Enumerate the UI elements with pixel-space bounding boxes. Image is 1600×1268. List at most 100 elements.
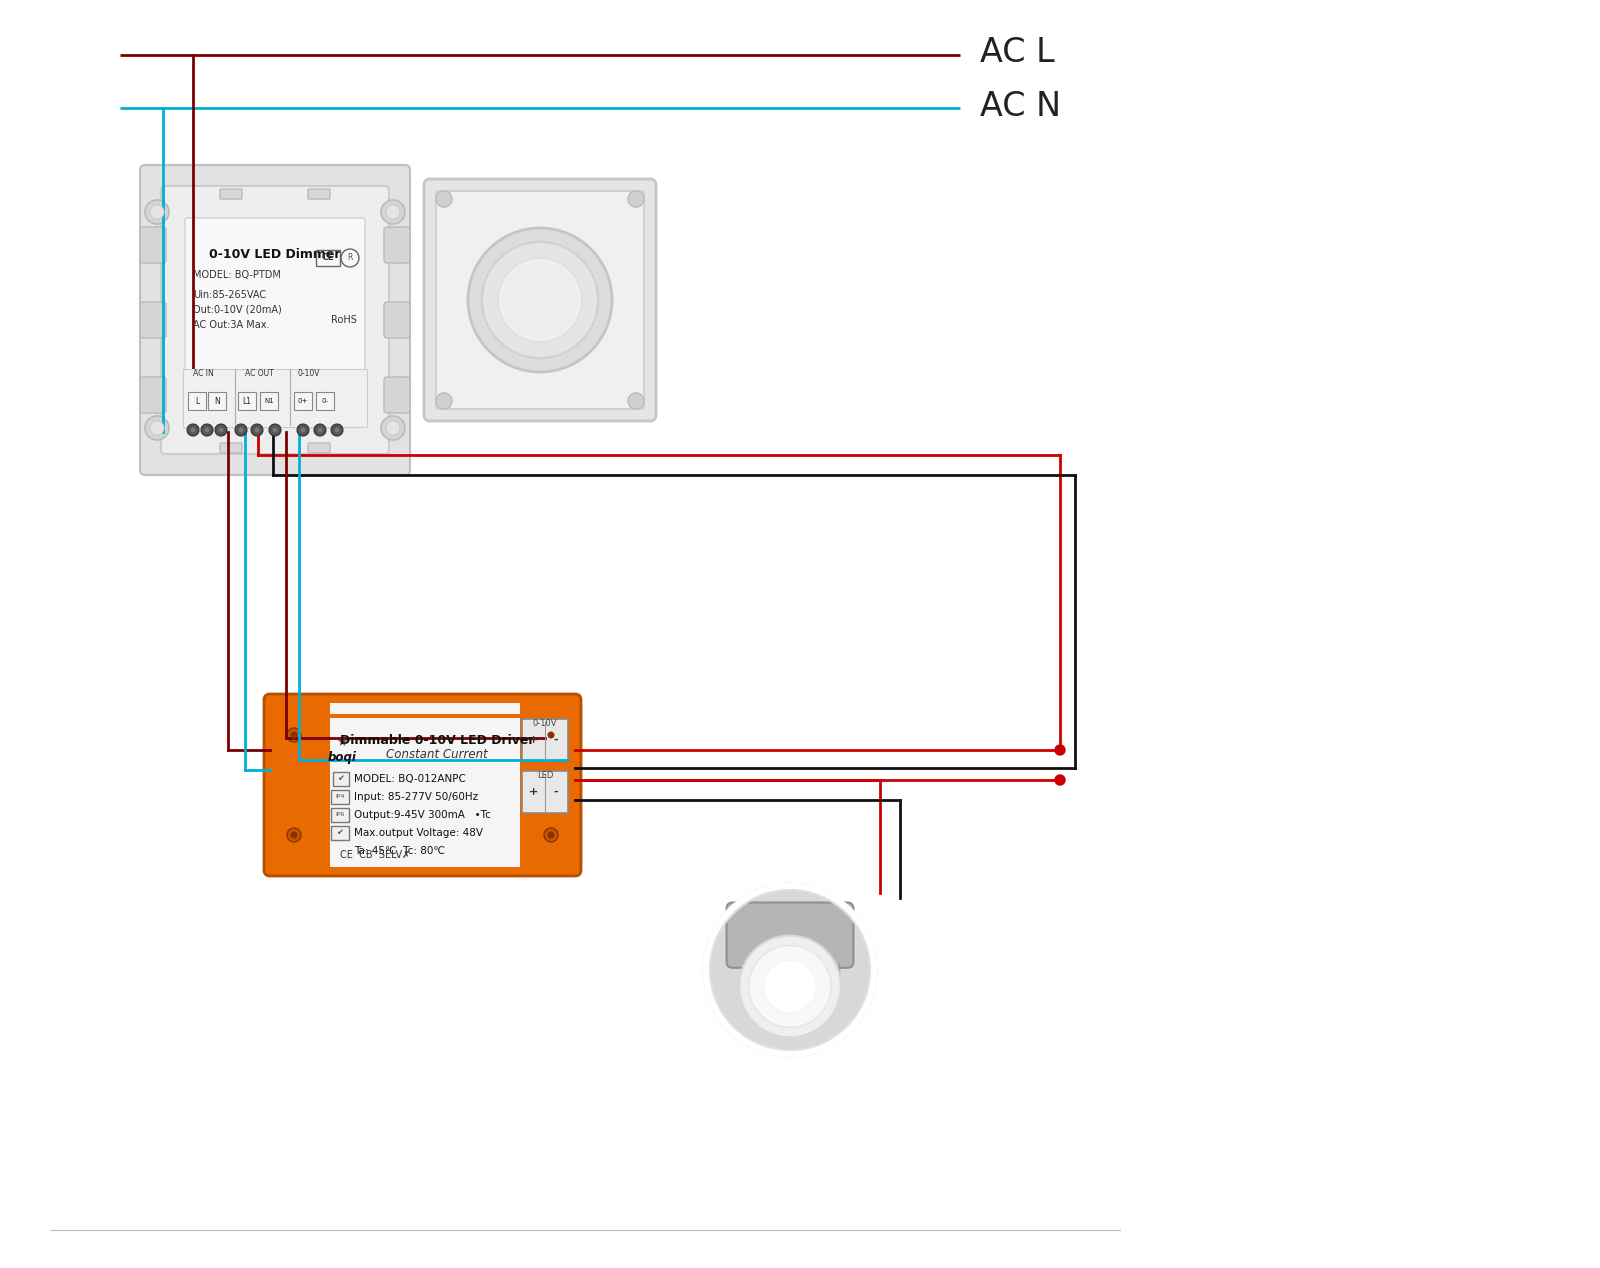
- FancyBboxPatch shape: [141, 377, 166, 413]
- Text: CE: CE: [322, 254, 334, 262]
- Text: 0+: 0+: [298, 398, 309, 404]
- Text: ✔: ✔: [338, 775, 344, 784]
- Circle shape: [150, 205, 165, 219]
- FancyBboxPatch shape: [264, 694, 581, 876]
- Text: RoHS: RoHS: [331, 314, 357, 325]
- Bar: [330, 702, 520, 867]
- Circle shape: [235, 424, 246, 436]
- Text: Output:9-45V 300mA   •Tc: Output:9-45V 300mA •Tc: [354, 810, 491, 820]
- Circle shape: [381, 200, 405, 224]
- FancyBboxPatch shape: [384, 377, 410, 413]
- FancyBboxPatch shape: [141, 165, 410, 476]
- Circle shape: [298, 424, 309, 436]
- Circle shape: [150, 421, 165, 435]
- FancyBboxPatch shape: [424, 179, 656, 421]
- Circle shape: [334, 427, 339, 432]
- Text: N1: N1: [264, 398, 274, 404]
- FancyBboxPatch shape: [331, 825, 349, 839]
- Text: AC OUT: AC OUT: [245, 369, 274, 378]
- FancyBboxPatch shape: [141, 227, 166, 262]
- FancyBboxPatch shape: [208, 392, 226, 410]
- FancyBboxPatch shape: [307, 443, 330, 453]
- FancyBboxPatch shape: [259, 392, 278, 410]
- Text: +: +: [530, 787, 539, 798]
- Circle shape: [627, 191, 643, 207]
- Circle shape: [314, 424, 326, 436]
- FancyBboxPatch shape: [331, 808, 349, 822]
- Text: R: R: [347, 254, 352, 262]
- Circle shape: [386, 205, 400, 219]
- Text: +: +: [530, 735, 539, 746]
- Text: boqi: boqi: [328, 751, 357, 763]
- Text: AC Out:3A Max.: AC Out:3A Max.: [194, 320, 269, 330]
- FancyBboxPatch shape: [331, 790, 349, 804]
- Text: -: -: [554, 735, 558, 746]
- FancyBboxPatch shape: [186, 218, 365, 402]
- FancyBboxPatch shape: [182, 369, 366, 427]
- Circle shape: [1054, 775, 1066, 785]
- Text: MODEL: BQ-PTDM: MODEL: BQ-PTDM: [194, 270, 282, 280]
- FancyBboxPatch shape: [189, 392, 206, 410]
- Circle shape: [219, 427, 224, 432]
- Circle shape: [251, 424, 262, 436]
- Text: ★: ★: [336, 735, 347, 748]
- FancyBboxPatch shape: [141, 302, 166, 339]
- Text: N: N: [214, 397, 219, 406]
- Circle shape: [627, 393, 643, 410]
- Text: Dimmable 0-10V LED Driver: Dimmable 0-10V LED Driver: [339, 733, 534, 747]
- FancyBboxPatch shape: [221, 189, 242, 199]
- Circle shape: [704, 884, 877, 1056]
- Circle shape: [386, 421, 400, 435]
- Text: AC L: AC L: [979, 37, 1054, 70]
- Text: MODEL: BQ-012ANPC: MODEL: BQ-012ANPC: [354, 773, 466, 784]
- Circle shape: [763, 960, 816, 1013]
- Circle shape: [1054, 746, 1066, 754]
- FancyBboxPatch shape: [522, 771, 568, 813]
- Circle shape: [190, 427, 195, 432]
- Circle shape: [435, 191, 453, 207]
- Circle shape: [739, 936, 842, 1037]
- Text: L1: L1: [243, 397, 251, 406]
- Circle shape: [498, 257, 582, 342]
- FancyBboxPatch shape: [221, 443, 242, 453]
- Text: -: -: [554, 787, 558, 798]
- FancyBboxPatch shape: [522, 719, 568, 761]
- Circle shape: [286, 728, 301, 742]
- Text: Out:0-10V (20mA): Out:0-10V (20mA): [194, 306, 282, 314]
- Circle shape: [435, 393, 453, 410]
- Circle shape: [187, 424, 198, 436]
- Circle shape: [544, 728, 558, 742]
- FancyBboxPatch shape: [294, 392, 312, 410]
- Text: Uin:85-265VAC: Uin:85-265VAC: [194, 290, 266, 301]
- Circle shape: [286, 828, 301, 842]
- FancyBboxPatch shape: [317, 392, 334, 410]
- FancyBboxPatch shape: [162, 186, 389, 454]
- Text: AC IN: AC IN: [194, 369, 214, 378]
- Text: 0-10V LED Dimmer: 0-10V LED Dimmer: [210, 249, 341, 261]
- FancyBboxPatch shape: [238, 392, 256, 410]
- Circle shape: [272, 427, 277, 432]
- Circle shape: [749, 946, 830, 1027]
- Text: L: L: [195, 397, 198, 406]
- Text: Max.output Voltage: 48V: Max.output Voltage: 48V: [354, 828, 483, 838]
- Circle shape: [146, 200, 170, 224]
- Text: LED: LED: [538, 771, 554, 781]
- Circle shape: [317, 427, 323, 432]
- Text: ✔: ✔: [336, 828, 344, 837]
- FancyBboxPatch shape: [384, 227, 410, 262]
- Text: Ta: 45℃  Tc: 80℃: Ta: 45℃ Tc: 80℃: [354, 846, 445, 856]
- FancyBboxPatch shape: [435, 191, 643, 410]
- Circle shape: [301, 427, 306, 432]
- Circle shape: [547, 732, 555, 738]
- Circle shape: [291, 832, 298, 838]
- Circle shape: [146, 416, 170, 440]
- Circle shape: [291, 732, 298, 738]
- FancyBboxPatch shape: [333, 772, 349, 786]
- Circle shape: [214, 424, 227, 436]
- Text: Constant Current: Constant Current: [386, 748, 488, 762]
- Text: 0-10V: 0-10V: [298, 369, 320, 378]
- Text: IP4: IP4: [336, 795, 344, 800]
- Circle shape: [254, 427, 259, 432]
- Circle shape: [331, 424, 342, 436]
- Text: IP6: IP6: [336, 813, 344, 818]
